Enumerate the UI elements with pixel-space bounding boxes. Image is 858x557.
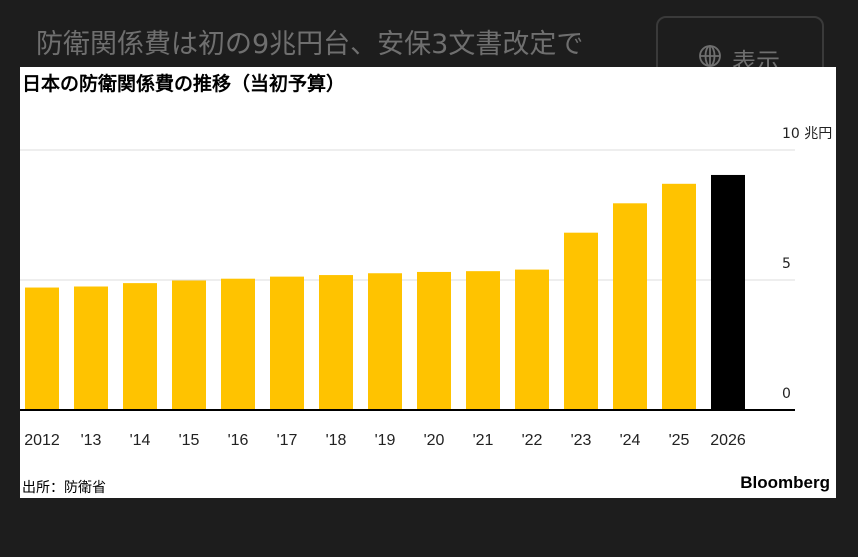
y-tick-label: 5 [782, 256, 791, 272]
x-tick-label: '13 [81, 432, 102, 449]
bar-5 [270, 276, 304, 410]
bar-4 [221, 278, 255, 410]
bar-10 [515, 269, 549, 410]
source-note: 出所：防衛省 [22, 480, 106, 496]
globe-icon [699, 45, 721, 67]
bar-2 [123, 283, 157, 410]
y-tick-labels: 10 兆円 5 0 [782, 126, 832, 402]
x-tick-label: '21 [473, 432, 494, 449]
x-tick-label: '14 [130, 432, 151, 449]
x-tick-label: '18 [326, 432, 347, 449]
bar-layer [20, 174, 795, 411]
x-tick-label: '15 [179, 432, 200, 449]
bar-13 [662, 183, 696, 410]
x-tick-label: '19 [375, 432, 396, 449]
bar-0 [25, 287, 59, 410]
x-tick-label: 2026 [710, 432, 746, 449]
bar-chart: 2012 '13 '14 '15 '16 '17 '18 '19 '20 '21 '22 '23 '24… [20, 126, 832, 449]
x-tick-label: 2012 [24, 432, 60, 449]
bar-8 [417, 271, 451, 410]
bar-1 [74, 286, 108, 410]
chart-title: 日本の防衛関係費の推移（当初予算） [22, 73, 346, 95]
bar-12 [613, 203, 647, 410]
bar-6 [319, 275, 353, 410]
x-tick-label: '16 [228, 432, 249, 449]
bar-11 [564, 232, 598, 410]
x-tick-label: '25 [669, 432, 690, 449]
bar-7 [368, 273, 402, 410]
chart-card: 日本の防衛関係費の推移（当初予算） 2012 '13 '14 '15 '16 '17 '18… [20, 67, 836, 498]
bar-3 [172, 280, 206, 410]
x-tick-label: '24 [620, 432, 641, 449]
x-tick-label: '17 [277, 432, 298, 449]
article-headline: 防衛関係費は初の9兆円台、安保3文書改定で [36, 29, 584, 60]
x-tick-label: '23 [571, 432, 592, 449]
x-tick-labels: 2012 '13 '14 '15 '16 '17 '18 '19 '20 '21 '22 '23 '24… [24, 432, 746, 449]
y-tick-label: 10 兆円 [782, 126, 832, 142]
bar-9 [466, 271, 500, 410]
bloomberg-logo: Bloomberg [740, 473, 830, 492]
x-tick-label: '20 [424, 432, 445, 449]
bar-14 [711, 174, 745, 410]
y-tick-label: 0 [782, 386, 791, 402]
x-tick-label: '22 [522, 432, 543, 449]
